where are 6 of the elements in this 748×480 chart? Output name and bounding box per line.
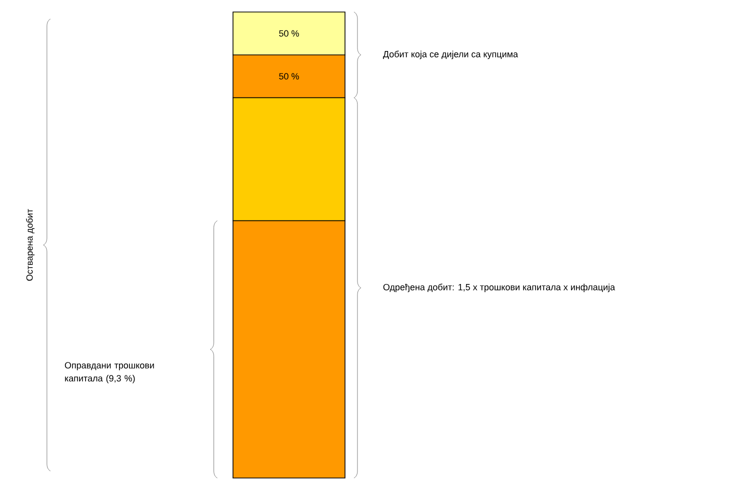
text: Остварена добит — [26, 208, 35, 281]
text: Одређена добит: 1,5 x трошкови капитала x инфлација — [383, 284, 616, 292]
text: Добит која се дијели са купцима — [382, 50, 518, 60]
annotation: 50 % — [279, 73, 299, 80]
annotation: 50 % — [279, 30, 299, 37]
text: Оправдани трошкови капитала (9,3 %) — [64, 362, 154, 384]
